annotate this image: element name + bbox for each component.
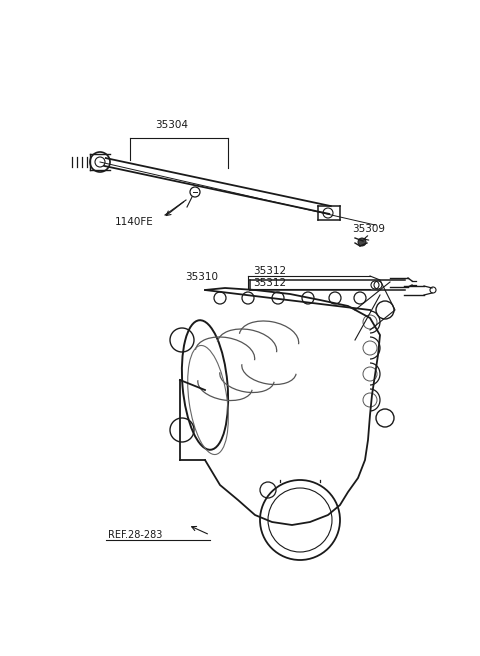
Text: 35312: 35312 [253,266,286,276]
Text: 35309: 35309 [352,224,385,234]
Text: 35310: 35310 [185,272,218,282]
Text: 35312: 35312 [253,278,286,288]
Text: 35304: 35304 [155,120,188,130]
Text: REF.28-283: REF.28-283 [108,530,162,540]
Text: 1140FE: 1140FE [115,217,154,227]
Circle shape [358,238,366,246]
